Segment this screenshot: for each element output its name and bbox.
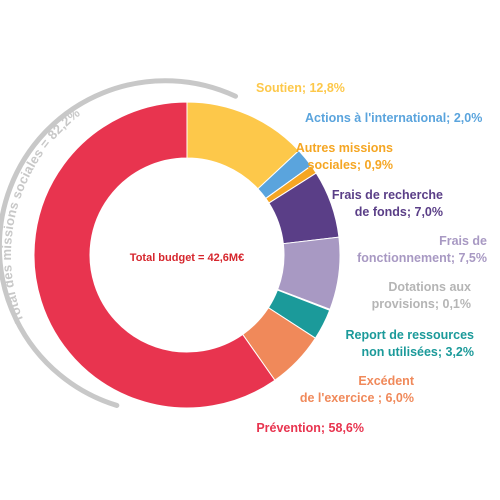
label-report-de-ressources-non-utilisees: Report de ressources non utilisées; 3,2%: [345, 328, 474, 359]
slices-layer: [33, 101, 341, 409]
label-line: Frais de recherche: [332, 188, 443, 202]
label-line: Soutien; 12,8%: [256, 81, 345, 95]
label-line: Autres missions: [296, 141, 393, 155]
label-line: de l'exercice ; 6,0%: [300, 391, 414, 405]
missions-sociales-arc: [0, 78, 239, 408]
label-actions-a-l-international: Actions à l'international; 2,0%: [305, 111, 482, 125]
label-line: de fonds; 7,0%: [355, 205, 443, 219]
label-line: provisions; 0,1%: [372, 297, 471, 311]
label-line: sociales; 0,9%: [308, 158, 393, 172]
label-line: Prévention; 58,6%: [256, 421, 364, 435]
label-dotations-aux-provisions: Dotations aux provisions; 0,1%: [372, 280, 471, 311]
label-prevention: Prévention; 58,6%: [256, 421, 364, 435]
label-line: Dotations aux: [388, 280, 471, 294]
label-line: Frais de: [439, 234, 487, 248]
label-line: Excédent: [358, 374, 414, 388]
label-excedent-de-l-exercice: Excédent de l'exercice ; 6,0%: [300, 374, 415, 405]
label-autres-missions-sociales: Autres missions sociales; 0,9%: [296, 141, 393, 172]
slice-prevention: [33, 101, 276, 409]
label-line: fonctionnement; 7,5%: [357, 251, 487, 265]
label-soutien: Soutien; 12,8%: [256, 81, 345, 95]
labels-layer: Soutien; 12,8% Actions à l'international;…: [256, 81, 487, 435]
label-line: Actions à l'international; 2,0%: [305, 111, 482, 125]
label-line: non utilisées; 3,2%: [361, 345, 474, 359]
center-total-label: Total budget = 42,6M€: [130, 252, 244, 264]
label-frais-de-recherche-de-fonds: Frais de recherche de fonds; 7,0%: [332, 188, 443, 219]
label-line: Report de ressources: [345, 328, 474, 342]
label-frais-de-fonctionnement: Frais de fonctionnement; 7,5%: [357, 234, 487, 265]
